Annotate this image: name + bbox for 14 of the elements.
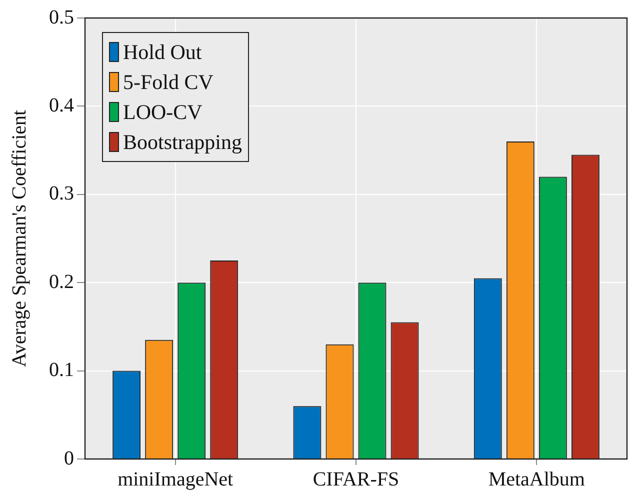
y-tick-label: 0.2 bbox=[49, 270, 74, 293]
legend-label: Hold Out bbox=[123, 40, 202, 64]
x-tick-label: miniImageNet bbox=[118, 468, 234, 490]
legend-label: LOO-CV bbox=[123, 100, 202, 124]
legend-label: 5-Fold CV bbox=[123, 70, 214, 94]
legend-label: Bootstrapping bbox=[123, 130, 242, 154]
y-axis-title: Average Spearman's Coefficient bbox=[8, 109, 30, 368]
y-tick-label: 0.1 bbox=[49, 359, 74, 382]
y-tick-label: 0 bbox=[64, 447, 74, 470]
y-tick-label: 0.5 bbox=[49, 6, 74, 28]
y-tick-label: 0.3 bbox=[49, 182, 74, 205]
x-tick-label: CIFAR-FS bbox=[312, 468, 400, 490]
y-tick-label: 0.4 bbox=[49, 94, 74, 116]
x-tick-label: MetaAlbum bbox=[488, 468, 586, 490]
